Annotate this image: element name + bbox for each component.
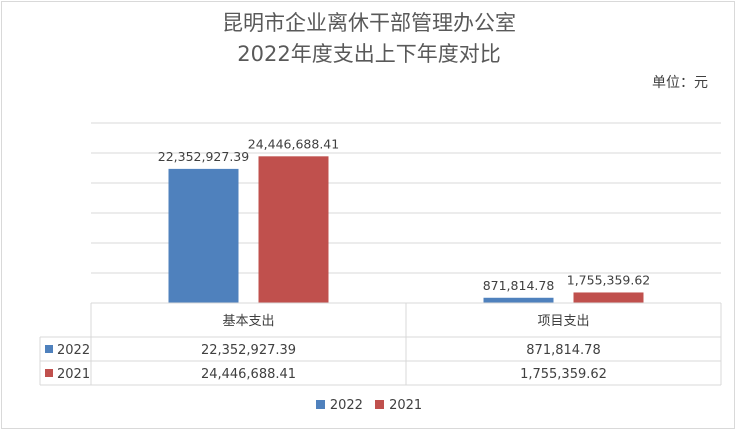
table-swatch-2022	[45, 345, 53, 353]
unit-label: 单位：元	[652, 75, 708, 91]
table-cell-2022-0: 22,352,927.39	[201, 343, 296, 358]
legend-item-2021: 2021	[375, 398, 422, 413]
table-series-name-2022: 2022	[57, 343, 90, 358]
table-header-category-1: 项目支出	[537, 314, 589, 329]
data-label-2021-1: 1,755,359.62	[567, 272, 651, 287]
bar-2021-0	[258, 156, 329, 303]
legend-label-2021: 2021	[389, 398, 423, 413]
legend-item-2022: 2022	[315, 398, 363, 413]
bar-2022-0	[168, 168, 239, 303]
legend-swatch-2021	[375, 400, 385, 409]
table-cell-2021-1: 1,755,359.62	[520, 367, 607, 382]
data-label-2021-0: 24,446,688.41	[248, 136, 339, 151]
table-cell-2022-1: 871,814.78	[526, 343, 600, 358]
table-header-category-0: 基本支出	[222, 314, 274, 329]
table-swatch-2021	[45, 369, 53, 377]
bar-2022-1	[483, 297, 554, 303]
chart-title-line2: 2022年度支出上下年度对比	[237, 42, 501, 66]
table-cell-2021-0: 24,446,688.41	[201, 367, 296, 382]
legend-swatch-2022	[315, 400, 325, 409]
legend-label-2022: 2022	[329, 398, 363, 413]
data-label-2022-1: 871,814.78	[483, 278, 555, 293]
chart-title-line1: 昆明市企业离休干部管理办公室	[222, 11, 516, 35]
legend: 2022 2021	[0, 398, 738, 413]
data-label-2022-0: 22,352,927.39	[158, 149, 249, 164]
bar-2021-1	[573, 292, 644, 303]
table-series-name-2021: 2021	[57, 367, 90, 382]
